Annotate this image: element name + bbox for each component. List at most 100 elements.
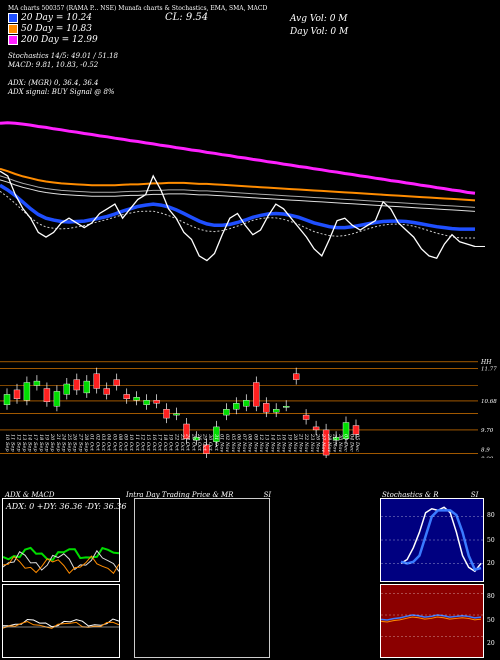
candles-group (3, 367, 360, 458)
adx-line (3, 555, 119, 575)
candle-body (133, 397, 140, 401)
adx-macd-title: ADX & MACD (5, 491, 55, 499)
sma200-value: 200 Day = 12.99 (21, 35, 98, 45)
candle-price-axis: 11.77 10.68 9.70 8.9 8.90 HH (480, 359, 497, 458)
candlestick-chart: 11.77 10.68 9.70 8.9 8.90 HH (0, 359, 497, 458)
series-50-day-line (0, 167, 476, 202)
date-label: 06 Nov (236, 434, 242, 452)
candle-body (73, 379, 81, 391)
adx-panel-reading: ADX: 0 +DY: 36.36 -DY: 36.36 (6, 502, 127, 511)
date-label: 05 Dec (354, 434, 360, 452)
adx-minus-di-line (3, 549, 119, 572)
date-label: 05 Nov (230, 434, 236, 452)
date-label: 19 Sep (44, 434, 50, 452)
date-label: 02 Nov (224, 434, 230, 452)
adx-reading: ADX: (MGR) 0, 36.4, 36.4 (8, 79, 99, 87)
date-label: 24 Oct (185, 433, 191, 452)
stochastic-k-line (400, 506, 482, 573)
avg-volume: Avg Vol: 0 M (290, 14, 348, 24)
candle-body (332, 437, 340, 441)
stochastics-panel-lines (381, 506, 483, 573)
candle-body (283, 406, 290, 408)
candle-body (293, 373, 300, 380)
candle-body (183, 423, 190, 440)
date-label: 24 Sep (61, 433, 67, 452)
day-volume: Day Vol: 0 M (290, 27, 349, 37)
date-label: 16 Nov (281, 434, 287, 452)
macd-lines-group (3, 618, 119, 629)
candle-body (233, 403, 240, 410)
candle-body (263, 403, 270, 413)
stochastics-panel (380, 498, 484, 582)
ma-lines-group (0, 121, 485, 262)
rsi-line (381, 614, 482, 621)
rsi-tick-20: 20 (487, 640, 495, 647)
sma20-value: 20 Day = 10.24 (21, 13, 93, 23)
candle-body (203, 444, 210, 454)
sma20-swatch (8, 13, 18, 23)
date-label: 15 Nov (275, 434, 281, 452)
date-label: 25 Oct (190, 433, 196, 452)
date-label: 27 Nov (320, 433, 326, 452)
date-axis: 10 Sep 11 Sep 12 Sep 13 Sep 14 Sep 17 Sep 18 S… (4, 433, 360, 452)
envelope-line-upper (0, 175, 476, 208)
date-label: 04 Oct (106, 434, 112, 452)
candle-body (322, 429, 330, 456)
candle-body (153, 400, 160, 404)
candle-body (13, 389, 21, 400)
date-label: 15 Oct (145, 434, 151, 452)
price-axis-label: 8.90 (481, 457, 494, 458)
rsi-tick-80: 80 (487, 593, 495, 600)
date-label: 09 Oct (123, 434, 129, 452)
sma-summary: 20 Day = 10.24 50 Day = 10.83 200 Day = … (8, 13, 98, 45)
date-label: 25 Sep (66, 433, 72, 452)
date-label: 08 Oct (117, 434, 123, 452)
series-price-line (0, 170, 476, 262)
price-axis-label: 9.70 (481, 428, 494, 434)
date-label: 30 Oct (207, 434, 213, 452)
candle-body (33, 380, 41, 386)
date-label: 28 Sep (83, 433, 89, 452)
date-label: 04 Dec (348, 434, 354, 452)
candle-body (213, 426, 220, 442)
date-label: 20 Sep (49, 433, 55, 452)
price-axis-label: 11.77 (481, 367, 497, 373)
macd-signal-line (3, 620, 119, 629)
sma50-value: 50 Day = 10.83 (21, 24, 93, 34)
stochastics-title-suffix: SI (470, 491, 479, 499)
candle-body (352, 425, 360, 435)
date-label: 13 Nov (264, 434, 270, 452)
date-label: 01 Nov (219, 434, 225, 452)
date-label: 21 Nov (298, 433, 304, 452)
adx-panel: ADX: 0 +DY: 36.36 -DY: 36.36 (2, 498, 126, 582)
rsi-panel (380, 584, 484, 658)
date-label: 22 Nov (303, 433, 309, 452)
date-label: 07 Nov (241, 434, 247, 452)
candle-body (23, 382, 31, 401)
date-label: 14 Sep (27, 434, 33, 452)
candle-gridlines (0, 361, 478, 454)
price-axis-label: 8.9 (481, 448, 490, 454)
series-200-day-line (0, 121, 476, 195)
date-labels-group: 10 Sep 11 Sep 12 Sep 13 Sep 14 Sep 17 Sep 18 S… (4, 433, 360, 452)
price-axis-label: 10.68 (481, 399, 497, 405)
date-label: 03 Oct (100, 434, 106, 452)
candle-body (312, 426, 320, 431)
date-label: 08 Nov (247, 434, 253, 452)
date-label: 19 Oct (168, 434, 174, 452)
candle-body (83, 380, 91, 394)
date-label: 17 Oct (156, 434, 162, 452)
date-label: 27 Sep (77, 433, 83, 452)
adx-signal: ADX signal: BUY Signal @ 8% (8, 88, 115, 96)
candle-body (93, 373, 100, 389)
candle-body (3, 394, 11, 406)
date-label: 23 Oct (179, 433, 185, 452)
candle-body (223, 409, 230, 416)
rsi-panel-lines (381, 593, 483, 637)
date-label: 18 Oct (162, 434, 168, 452)
candle-body (193, 437, 200, 441)
date-label: 16 Oct (151, 434, 157, 452)
envelope-line-lower (0, 179, 476, 212)
candle-body (273, 409, 280, 413)
date-label: 02 Oct (94, 434, 100, 452)
